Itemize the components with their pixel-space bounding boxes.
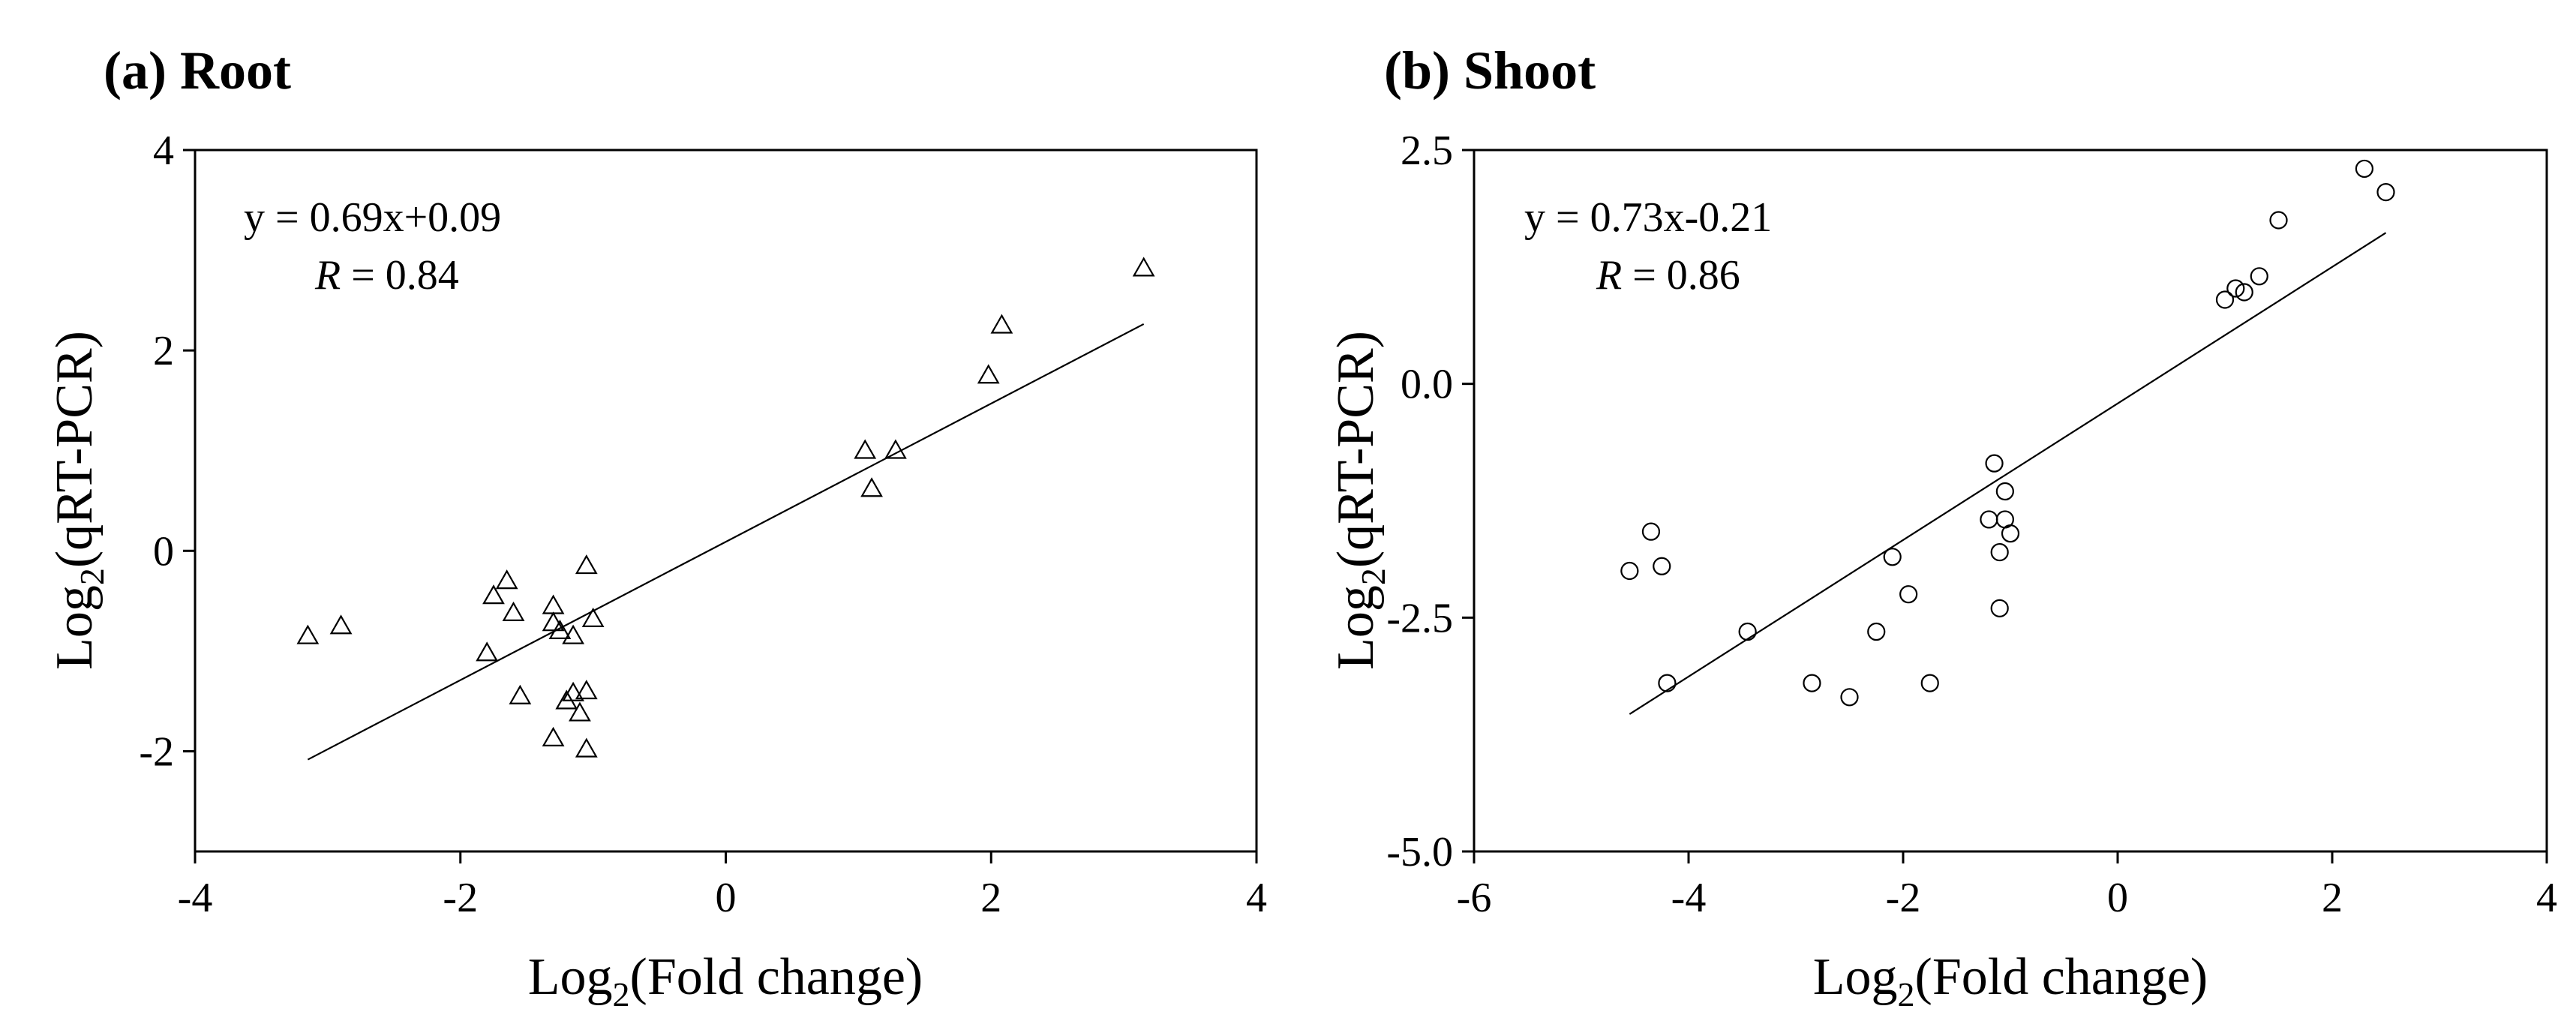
- regression-equation: y = 0.69x+0.09: [244, 194, 501, 241]
- x-axis-label-sub: 2: [613, 975, 630, 1013]
- data-point: [509, 684, 532, 704]
- regression-equation: y = 0.73x-0.21: [1524, 194, 1772, 241]
- data-point: [2355, 159, 2373, 179]
- r-symbol: R: [1596, 252, 1622, 299]
- x-tick-label: 4: [1246, 875, 1267, 921]
- x-tick-label: 2: [980, 875, 1001, 921]
- data-point: [2250, 267, 2268, 286]
- data-point: [1641, 522, 1661, 541]
- y-tick-label: 4: [153, 128, 174, 174]
- correlation-coefficient: R = 0.84: [314, 252, 459, 299]
- regression-line: [1629, 232, 2387, 715]
- y-axis-label-log: Log: [1327, 585, 1385, 670]
- y-tick-label: -2: [139, 728, 174, 775]
- y-axis-label-log: Log: [46, 585, 104, 670]
- data-point: [990, 314, 1013, 334]
- data-point: [860, 477, 883, 497]
- data-point: [562, 681, 584, 701]
- data-point: [2001, 524, 2020, 543]
- y-axis-label: Log2(qRT-PCR): [46, 331, 111, 670]
- data-point: [542, 611, 565, 632]
- data-point: [1899, 585, 1918, 604]
- y-tick-label: -5.0: [1386, 829, 1453, 875]
- data-point: [581, 607, 605, 627]
- data-point: [854, 439, 877, 459]
- r-symbol: R: [314, 252, 341, 299]
- x-tick-label: 0: [716, 875, 737, 921]
- y-axis-label-rest: (qRT-PCR): [46, 331, 104, 568]
- y-axis-label-sub: 2: [1354, 568, 1392, 585]
- x-tick-label: 4: [2536, 875, 2557, 921]
- data-point: [548, 619, 572, 639]
- data-point: [1738, 622, 1757, 641]
- data-point: [2376, 183, 2395, 202]
- x-axis-label: Log2(Fold change): [528, 948, 923, 1013]
- data-point: [1132, 257, 1155, 277]
- data-point: [482, 584, 505, 605]
- x-tick-label: -2: [1886, 875, 1921, 921]
- data-point: [1985, 454, 2004, 473]
- x-tick-label: -2: [443, 875, 478, 921]
- y-tick-label: 2.5: [1401, 128, 1453, 174]
- x-tick-label: 0: [2107, 875, 2128, 921]
- panel-a-root: (a) Root -4 -2 0 2 4 -2 0 2 4 y = 0.69x+0.09 R = 0.…: [46, 41, 1267, 1013]
- data-point: [1653, 557, 1671, 575]
- data-point: [1883, 548, 1902, 566]
- x-axis-label-sub: 2: [1898, 975, 1915, 1013]
- correlation-coefficient: R = 0.86: [1596, 252, 1740, 299]
- plot-frame: [1473, 149, 2548, 853]
- x-axis-label-rest: (Fold change): [1915, 948, 2208, 1006]
- panel-label: (b) Shoot: [1384, 41, 1596, 101]
- r-value: = 0.86: [1622, 252, 1740, 299]
- data-point: [1620, 561, 1639, 581]
- data-point: [2226, 279, 2245, 298]
- x-tick-label: -6: [1457, 875, 1492, 921]
- data-point: [884, 439, 907, 459]
- data-point: [1995, 482, 2014, 501]
- data-point: [329, 614, 353, 635]
- data-point: [562, 624, 584, 644]
- data-point: [476, 641, 499, 662]
- data-point: [502, 601, 525, 621]
- data-point: [2269, 211, 2288, 230]
- data-point: [575, 554, 598, 575]
- data-point: [1867, 622, 1886, 641]
- data-point: [495, 569, 518, 590]
- x-axis-label-rest: (Fold change): [630, 948, 923, 1006]
- x-axis-label-log: Log: [1813, 948, 1898, 1006]
- y-tick-label: -2.5: [1386, 595, 1453, 641]
- y-tick-label: 2: [153, 328, 174, 374]
- data-point: [1990, 599, 2009, 617]
- data-point: [542, 594, 565, 614]
- data-point: [2215, 290, 2235, 309]
- data-point: [1658, 674, 1677, 692]
- data-point: [575, 680, 598, 700]
- x-axis-label: Log2(Fold change): [1813, 948, 2208, 1013]
- panel-label: (a) Root: [104, 41, 291, 101]
- y-axis-label-sub: 2: [73, 568, 111, 585]
- data-point: [1840, 688, 1859, 707]
- data-point: [1920, 674, 1939, 692]
- y-tick-label: 0: [153, 528, 174, 575]
- data-point: [296, 624, 320, 644]
- data-point: [977, 364, 1000, 384]
- x-tick-label: 2: [2322, 875, 2343, 921]
- x-axis-label-log: Log: [528, 948, 613, 1006]
- y-axis-label-rest: (qRT-PCR): [1327, 331, 1385, 568]
- data-point: [1980, 510, 1998, 529]
- data-point: [1803, 674, 1821, 692]
- data-point: [575, 737, 598, 758]
- data-point: [569, 701, 591, 722]
- regression-line: [307, 323, 1145, 761]
- x-tick-label: -4: [1671, 875, 1707, 921]
- y-axis-label: Log2(qRT-PCR): [1327, 331, 1392, 670]
- x-tick-label: -4: [178, 875, 213, 921]
- data-point: [1990, 542, 2009, 562]
- data-point: [2235, 283, 2253, 302]
- panel-b-shoot: (b) Shoot -6 -4 -2 0 2 4 -5.0 -2.5 0.0 2.5 y = 0.73…: [1327, 41, 2557, 1013]
- data-point: [542, 726, 565, 746]
- y-tick-label: 0.0: [1401, 362, 1453, 408]
- r-value: = 0.84: [341, 252, 459, 299]
